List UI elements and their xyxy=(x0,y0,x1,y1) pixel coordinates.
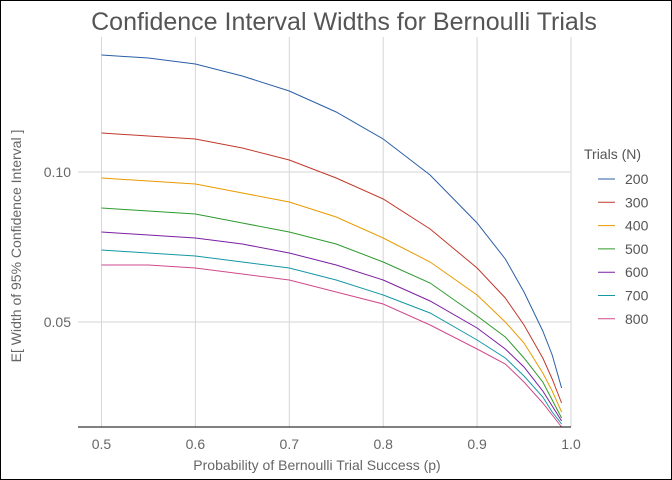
series-line-600 xyxy=(101,231,563,422)
x-tick-label: 0.5 xyxy=(92,436,112,452)
x-tick-label: 0.8 xyxy=(373,436,393,452)
tick-labels: 0.5 0.6 0.7 0.8 0.9 1.0 0.05 0.10 xyxy=(44,164,581,452)
series-line-300 xyxy=(101,132,563,404)
y-tick-label: 0.05 xyxy=(44,314,71,330)
legend-label-700: 700 xyxy=(625,288,649,304)
series-line-200 xyxy=(101,54,563,389)
legend: Trials (N) 200 300 400 500 600 700 800 xyxy=(584,146,649,327)
x-axis-title: Probability of Bernoulli Trial Success (… xyxy=(193,457,440,473)
x-tick-label: 1.0 xyxy=(561,436,581,452)
legend-label-500: 500 xyxy=(625,241,649,257)
legend-label-400: 400 xyxy=(625,218,649,234)
grid-layer xyxy=(78,37,572,427)
x-tick-label: 0.9 xyxy=(467,436,487,452)
chart-title: Confidence Interval Widths for Bernoulli… xyxy=(91,8,597,36)
y-axis-title: E[ Width of 95% Confidence Interval ] xyxy=(8,130,24,363)
legend-label-300: 300 xyxy=(625,194,649,210)
series-line-500 xyxy=(101,207,563,419)
y-tick-label: 0.10 xyxy=(44,164,71,180)
legend-label-200: 200 xyxy=(625,171,649,187)
series-line-800 xyxy=(101,264,562,428)
legend-title: Trials (N) xyxy=(584,146,641,162)
x-tick-label: 0.6 xyxy=(186,436,206,452)
series-layer xyxy=(101,54,563,428)
series-line-700 xyxy=(101,249,562,425)
legend-label-600: 600 xyxy=(625,264,649,280)
legend-label-800: 800 xyxy=(625,311,649,327)
series-line-400 xyxy=(101,177,563,413)
x-tick-label: 0.7 xyxy=(280,436,300,452)
